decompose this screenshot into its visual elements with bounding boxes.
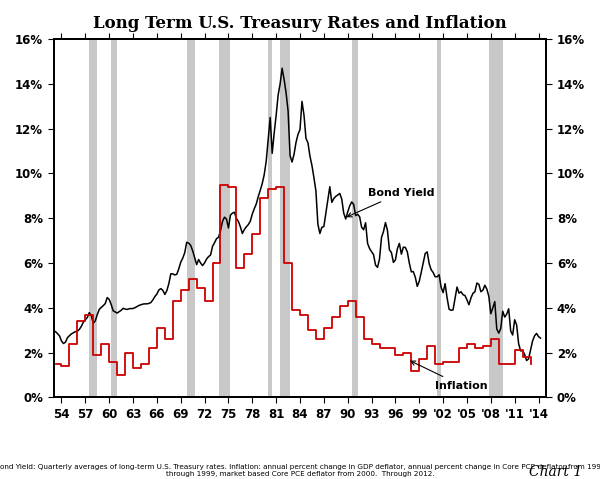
Bar xyxy=(489,39,503,398)
Text: Inflation: Inflation xyxy=(411,361,488,390)
Bar xyxy=(280,39,290,398)
Title: Long Term U.S. Treasury Rates and Inflation: Long Term U.S. Treasury Rates and Inflat… xyxy=(93,15,507,32)
Bar xyxy=(111,39,117,398)
Text: Chart 1: Chart 1 xyxy=(529,465,582,479)
Text: Bond Yield: Bond Yield xyxy=(347,188,434,217)
Text: Bond Yield: Quarterly averages of long-term U.S. Treasury rates. Inflation: annu: Bond Yield: Quarterly averages of long-t… xyxy=(0,464,600,477)
Bar xyxy=(89,39,97,398)
Bar xyxy=(268,39,272,398)
Bar xyxy=(187,39,194,398)
Bar xyxy=(218,39,230,398)
Bar xyxy=(352,39,358,398)
Bar xyxy=(437,39,441,398)
